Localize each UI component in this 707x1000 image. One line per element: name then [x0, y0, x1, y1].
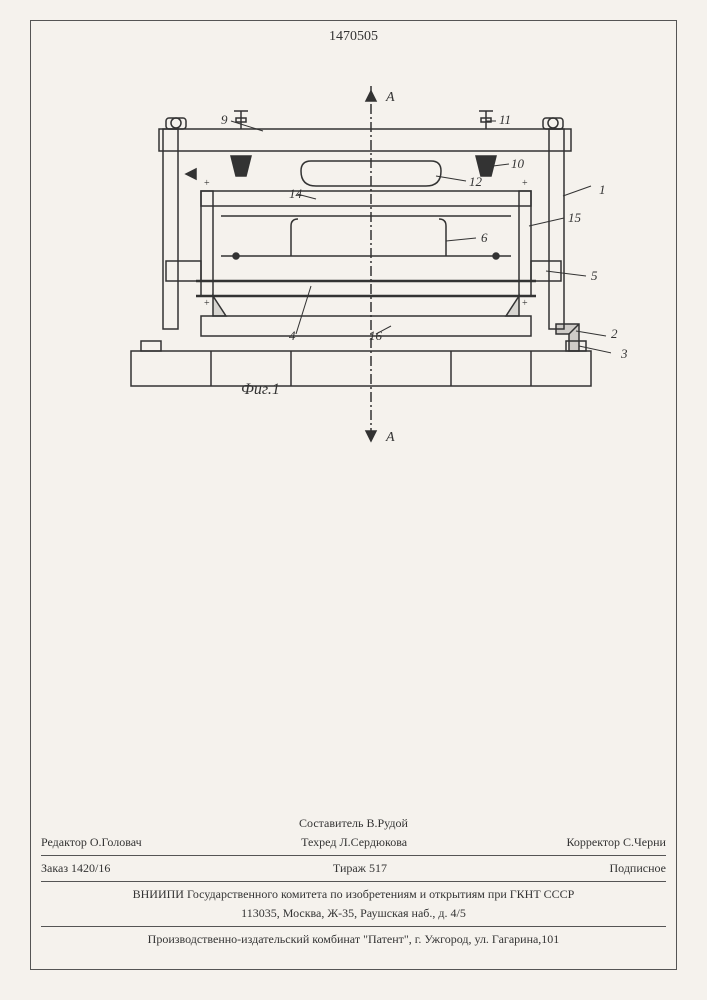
callout-2: 2 [611, 326, 618, 342]
editor: Редактор О.Головач [41, 835, 142, 850]
figure-label: Фиг.1 [241, 381, 280, 399]
order-number: Заказ 1420/16 [41, 861, 110, 876]
svg-text:А: А [385, 430, 395, 445]
callout-9: 9 [221, 112, 228, 128]
publisher: Производственно-издательский комбинат "П… [41, 930, 666, 949]
callout-3: 3 [621, 346, 628, 362]
patent-number: 1470505 [329, 29, 378, 45]
callout-11: 11 [499, 112, 511, 128]
circulation: Тираж 517 [333, 861, 387, 876]
callout-4: 4 [289, 328, 296, 344]
footer-block: Составитель В.Рудой Редактор О.Головач Т… [41, 814, 666, 949]
corrector: Корректор С.Черни [567, 835, 666, 850]
institute-1: ВНИИПИ Государственного комитета по изоб… [41, 885, 666, 904]
svg-text:+: + [522, 298, 528, 309]
compiler: Составитель В.Рудой [41, 814, 666, 833]
callout-6: 6 [481, 230, 488, 246]
techred: Техред Л.Сердюкова [301, 835, 407, 850]
callout-14: 14 [289, 186, 302, 202]
svg-text:+: + [204, 178, 210, 189]
institute-2: 113035, Москва, Ж-35, Раушская наб., д. … [41, 904, 666, 923]
subscription: Подписное [610, 861, 667, 876]
callout-12: 12 [469, 174, 482, 190]
callout-16: 16 [369, 328, 382, 344]
technical-drawing: А А [91, 86, 611, 426]
svg-text:А: А [385, 90, 395, 105]
callout-1: 1 [599, 182, 606, 198]
callout-10: 10 [511, 156, 524, 172]
callout-15: 15 [568, 210, 581, 226]
svg-text:+: + [204, 298, 210, 309]
svg-text:+: + [522, 178, 528, 189]
page-frame: 1470505 А А [30, 20, 677, 970]
callout-5: 5 [591, 268, 598, 284]
